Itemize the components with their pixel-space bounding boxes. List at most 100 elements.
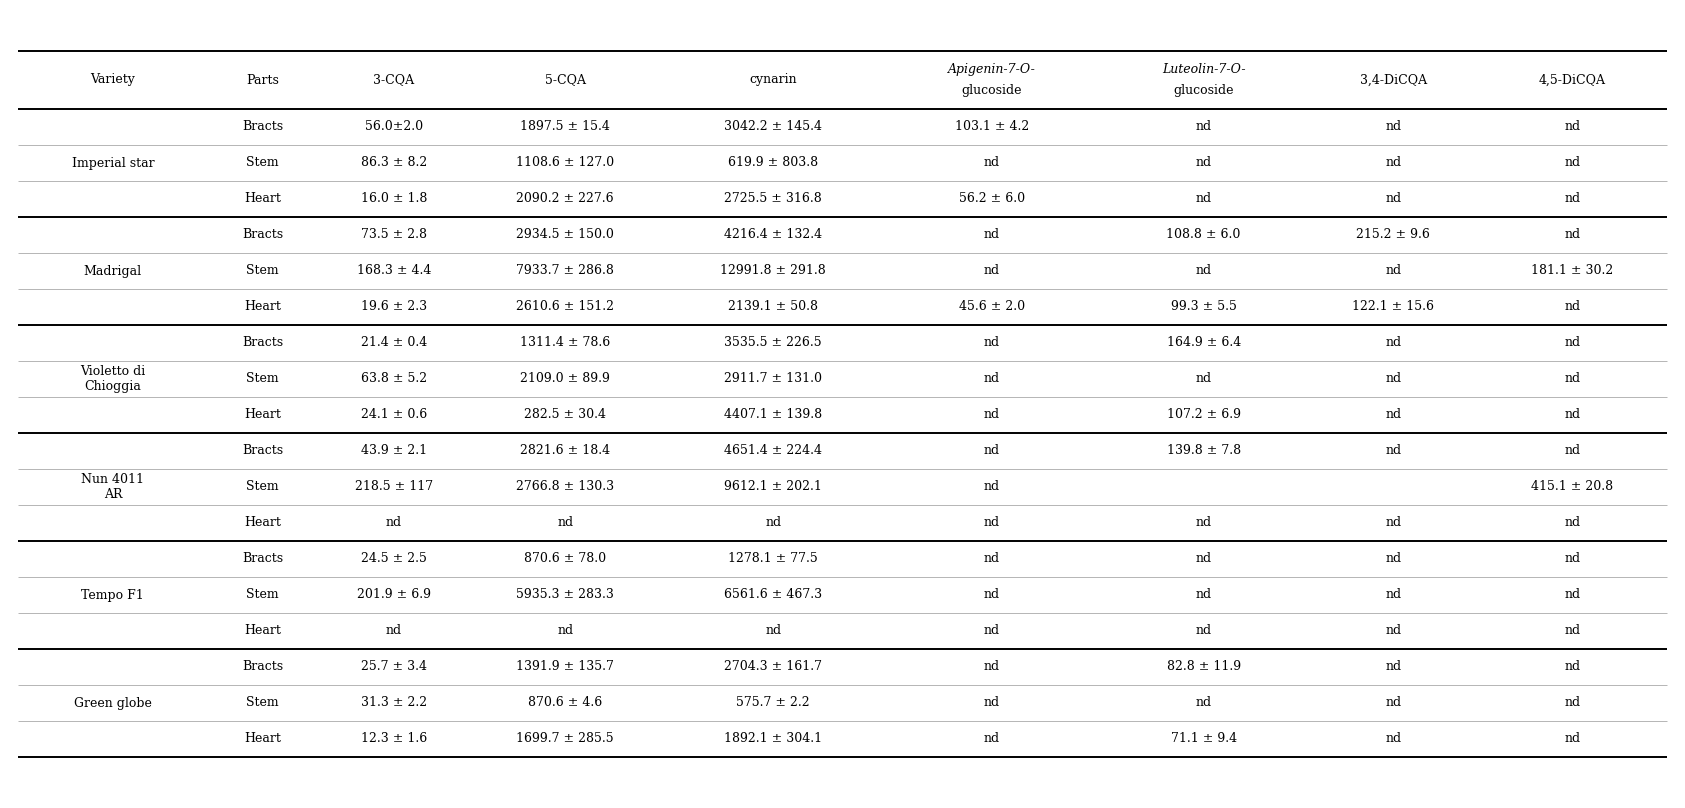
- Text: nd: nd: [984, 372, 1001, 385]
- Text: nd: nd: [1564, 733, 1581, 746]
- Text: nd: nd: [1564, 336, 1581, 350]
- Text: 7933.7 ± 286.8: 7933.7 ± 286.8: [516, 264, 613, 277]
- Text: nd: nd: [386, 516, 401, 529]
- Text: Parts: Parts: [246, 74, 280, 86]
- Text: 2911.7 ± 131.0: 2911.7 ± 131.0: [725, 372, 822, 385]
- Text: nd: nd: [984, 229, 1001, 242]
- Text: 1311.4 ± 78.6: 1311.4 ± 78.6: [521, 336, 610, 350]
- Text: nd: nd: [1385, 409, 1402, 422]
- Text: 2139.1 ± 50.8: 2139.1 ± 50.8: [728, 301, 819, 314]
- Text: 31.3 ± 2.2: 31.3 ± 2.2: [361, 696, 426, 709]
- Text: nd: nd: [1196, 516, 1212, 529]
- Text: nd: nd: [1564, 229, 1581, 242]
- Text: 82.8 ± 11.9: 82.8 ± 11.9: [1166, 660, 1240, 674]
- Text: nd: nd: [558, 625, 573, 638]
- Text: Luteolin-7-O-: Luteolin-7-O-: [1163, 63, 1245, 76]
- Text: Heart: Heart: [244, 409, 281, 422]
- Text: nd: nd: [984, 660, 1001, 674]
- Text: 3535.5 ± 226.5: 3535.5 ± 226.5: [725, 336, 822, 350]
- Text: nd: nd: [1385, 553, 1402, 566]
- Text: Heart: Heart: [244, 192, 281, 205]
- Text: nd: nd: [386, 625, 401, 638]
- Text: 575.7 ± 2.2: 575.7 ± 2.2: [736, 696, 810, 709]
- Text: nd: nd: [984, 444, 1001, 457]
- Text: 21.4 ± 0.4: 21.4 ± 0.4: [361, 336, 426, 350]
- Text: 3-CQA: 3-CQA: [372, 74, 415, 86]
- Text: 2934.5 ± 150.0: 2934.5 ± 150.0: [516, 229, 613, 242]
- Text: nd: nd: [1385, 192, 1402, 205]
- Text: 168.3 ± 4.4: 168.3 ± 4.4: [357, 264, 431, 277]
- Text: 9612.1 ± 202.1: 9612.1 ± 202.1: [725, 481, 822, 494]
- Text: 16.0 ± 1.8: 16.0 ± 1.8: [361, 192, 426, 205]
- Text: nd: nd: [1385, 733, 1402, 746]
- Text: nd: nd: [1564, 553, 1581, 566]
- Text: nd: nd: [1385, 696, 1402, 709]
- Text: nd: nd: [984, 264, 1001, 277]
- Text: nd: nd: [1196, 157, 1212, 170]
- Text: 415.1 ± 20.8: 415.1 ± 20.8: [1532, 481, 1613, 494]
- Text: nd: nd: [984, 336, 1001, 350]
- Text: nd: nd: [765, 625, 782, 638]
- Text: nd: nd: [1564, 625, 1581, 638]
- Text: nd: nd: [1385, 588, 1402, 601]
- Text: Tempo F1: Tempo F1: [81, 588, 145, 601]
- Text: nd: nd: [984, 696, 1001, 709]
- Text: 63.8 ± 5.2: 63.8 ± 5.2: [361, 372, 426, 385]
- Text: 2725.5 ± 316.8: 2725.5 ± 316.8: [725, 192, 822, 205]
- Text: nd: nd: [1196, 192, 1212, 205]
- Text: nd: nd: [1385, 120, 1402, 133]
- Text: 2610.6 ± 151.2: 2610.6 ± 151.2: [516, 301, 615, 314]
- Text: nd: nd: [765, 516, 782, 529]
- Text: 201.9 ± 6.9: 201.9 ± 6.9: [357, 588, 431, 601]
- Text: 56.0±2.0: 56.0±2.0: [364, 120, 423, 133]
- Text: nd: nd: [1564, 120, 1581, 133]
- Text: 2109.0 ± 89.9: 2109.0 ± 89.9: [521, 372, 610, 385]
- Text: nd: nd: [1385, 157, 1402, 170]
- Text: 99.3 ± 5.5: 99.3 ± 5.5: [1171, 301, 1237, 314]
- Text: nd: nd: [1196, 264, 1212, 277]
- Text: nd: nd: [984, 625, 1001, 638]
- Text: Stem: Stem: [246, 264, 278, 277]
- Text: 6561.6 ± 467.3: 6561.6 ± 467.3: [725, 588, 822, 601]
- Text: Variety: Variety: [91, 74, 135, 86]
- Text: nd: nd: [1564, 192, 1581, 205]
- Text: 19.6 ± 2.3: 19.6 ± 2.3: [361, 301, 426, 314]
- Text: nd: nd: [1196, 588, 1212, 601]
- Text: 1391.9 ± 135.7: 1391.9 ± 135.7: [516, 660, 613, 674]
- Text: 5935.3 ± 283.3: 5935.3 ± 283.3: [516, 588, 613, 601]
- Text: nd: nd: [1196, 696, 1212, 709]
- Text: 5-CQA: 5-CQA: [544, 74, 586, 86]
- Text: 107.2 ± 6.9: 107.2 ± 6.9: [1166, 409, 1240, 422]
- Text: 1278.1 ± 77.5: 1278.1 ± 77.5: [728, 553, 817, 566]
- Text: nd: nd: [1385, 444, 1402, 457]
- Text: Bracts: Bracts: [243, 660, 283, 674]
- Text: 108.8 ± 6.0: 108.8 ± 6.0: [1166, 229, 1240, 242]
- Text: Bracts: Bracts: [243, 444, 283, 457]
- Text: 3042.2 ± 145.4: 3042.2 ± 145.4: [725, 120, 822, 133]
- Text: 24.5 ± 2.5: 24.5 ± 2.5: [361, 553, 426, 566]
- Text: Nun 4011
AR: Nun 4011 AR: [81, 473, 145, 501]
- Text: glucoside: glucoside: [1173, 84, 1233, 97]
- Text: 1897.5 ± 15.4: 1897.5 ± 15.4: [521, 120, 610, 133]
- Text: 86.3 ± 8.2: 86.3 ± 8.2: [361, 157, 426, 170]
- Text: 103.1 ± 4.2: 103.1 ± 4.2: [955, 120, 1030, 133]
- Text: nd: nd: [1564, 444, 1581, 457]
- Text: Stem: Stem: [246, 588, 278, 601]
- Text: 619.9 ± 803.8: 619.9 ± 803.8: [728, 157, 819, 170]
- Text: nd: nd: [1564, 588, 1581, 601]
- Text: Heart: Heart: [244, 625, 281, 638]
- Text: nd: nd: [984, 588, 1001, 601]
- Text: 139.8 ± 7.8: 139.8 ± 7.8: [1166, 444, 1240, 457]
- Text: 4,5-DiCQA: 4,5-DiCQA: [1538, 74, 1606, 86]
- Text: Imperial star: Imperial star: [71, 157, 153, 170]
- Text: nd: nd: [1564, 301, 1581, 314]
- Text: nd: nd: [1385, 372, 1402, 385]
- Text: nd: nd: [984, 516, 1001, 529]
- Text: 1108.6 ± 127.0: 1108.6 ± 127.0: [516, 157, 615, 170]
- Text: nd: nd: [1196, 372, 1212, 385]
- Text: nd: nd: [1564, 696, 1581, 709]
- Text: nd: nd: [1564, 157, 1581, 170]
- Text: nd: nd: [1564, 660, 1581, 674]
- Text: 164.9 ± 6.4: 164.9 ± 6.4: [1166, 336, 1240, 350]
- Text: Stem: Stem: [246, 372, 278, 385]
